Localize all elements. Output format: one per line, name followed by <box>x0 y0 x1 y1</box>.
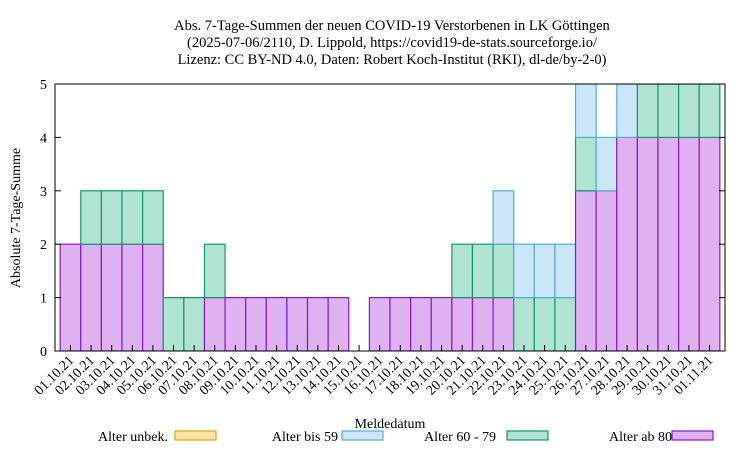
bar-segment <box>698 84 721 139</box>
bar-segment <box>142 190 164 245</box>
bar-segment <box>59 243 82 351</box>
bar-segment <box>574 136 597 192</box>
title-line-2: (2025-07-06/2110, D. Lippold, https://co… <box>187 35 598 51</box>
bar-segment <box>574 190 597 351</box>
legend-label: Alter 60 - 79 <box>424 430 496 445</box>
bar-segment <box>451 297 474 351</box>
bar-segment <box>80 190 102 245</box>
bar-segment <box>554 297 577 351</box>
bar-segment <box>100 243 123 351</box>
bar-segment <box>533 297 556 351</box>
bar-segment <box>595 190 618 351</box>
bar-segment <box>121 190 144 245</box>
y-tick-labels: 0 1 2 3 4 5 <box>40 78 47 360</box>
bar-segment <box>616 136 638 351</box>
bar-segment <box>162 297 185 351</box>
bar-segment <box>286 297 309 351</box>
bar-segment <box>327 297 350 351</box>
bar-segment <box>121 243 144 351</box>
bar-segment <box>492 243 515 299</box>
bar-segment <box>471 243 494 299</box>
bar-segment <box>554 243 577 299</box>
title-line-1: Abs. 7-Tage-Summen der neuen COVID-19 Ve… <box>174 18 610 34</box>
legend-label: Alter unbek. <box>98 430 168 445</box>
bar-segment <box>513 243 535 299</box>
plot-frame <box>54 83 726 352</box>
legend: Alter unbek. Alter bis 59 Alter 60 - 79 Alt… <box>98 430 714 445</box>
bar-segment <box>595 136 618 192</box>
bar-segment <box>451 243 474 299</box>
y-tick-label: 0 <box>40 345 47 360</box>
legend-swatch <box>671 430 714 441</box>
bars-group <box>59 84 721 351</box>
y-tick-label: 1 <box>40 292 47 307</box>
bar-segment <box>368 297 391 351</box>
bar-segment <box>183 297 206 351</box>
legend-swatch <box>174 430 217 441</box>
bar-segment <box>265 297 288 351</box>
x-tick-labels: 01.10.2102.10.2103.10.2104.10.2105.10.21… <box>32 353 716 398</box>
y-axis-label: Absolute 7-Tage-Summe <box>9 148 24 288</box>
title-line-3: Lizenz: CC BY-ND 4.0, Daten: Robert Koch… <box>178 52 607 68</box>
y-tick-label: 5 <box>40 78 47 93</box>
bar-segment <box>492 297 515 351</box>
legend-label: Alter ab 80 <box>609 430 672 445</box>
bar-segment <box>533 243 556 299</box>
bar-segment <box>203 243 226 299</box>
y-tick-label: 2 <box>40 238 47 253</box>
x-axis-label: Meldedatum <box>355 417 426 432</box>
legend-swatch <box>506 430 549 441</box>
bar-segment <box>616 84 638 139</box>
bar-segment <box>471 297 494 351</box>
bar-segment <box>389 297 412 351</box>
bar-segment <box>657 84 680 139</box>
bar-segment <box>306 297 329 351</box>
bar-segment <box>410 297 432 351</box>
bar-segment <box>245 297 267 351</box>
bar-segment <box>657 136 680 351</box>
bar-segment <box>636 136 659 351</box>
y-tick-label: 4 <box>40 131 47 146</box>
axes-group <box>54 83 726 352</box>
bar-segment <box>698 136 721 351</box>
chart-title: Abs. 7-Tage-Summen der neuen COVID-19 Ve… <box>174 18 610 68</box>
legend-swatch <box>341 430 384 441</box>
bar-segment <box>678 136 700 351</box>
bar-segment <box>513 297 535 351</box>
bar-segment <box>430 297 453 351</box>
bar-segment <box>678 84 700 139</box>
bar-segment <box>80 243 102 351</box>
bar-segment <box>142 243 164 351</box>
bar-segment <box>224 297 247 351</box>
bar-segment <box>100 190 123 245</box>
bar-segment <box>492 190 515 245</box>
bar-segment <box>574 84 597 139</box>
bar-segment <box>203 297 226 351</box>
y-tick-label: 3 <box>40 185 47 200</box>
bar-segment <box>636 84 659 139</box>
legend-label: Alter bis 59 <box>272 430 338 445</box>
